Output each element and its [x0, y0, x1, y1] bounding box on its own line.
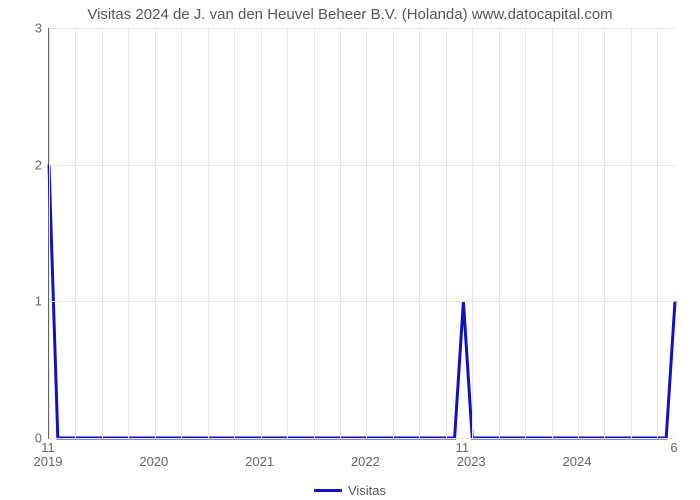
- gridline-h: [49, 28, 675, 29]
- chart-title: Visitas 2024 de J. van den Heuvel Beheer…: [0, 6, 700, 23]
- gridline-v: [446, 28, 447, 438]
- point-annotation: 11: [41, 440, 55, 455]
- gridline-v: [578, 28, 579, 438]
- gridline-v: [75, 28, 76, 438]
- gridline-v: [499, 28, 500, 438]
- plot-area: [48, 28, 675, 439]
- gridline-v: [155, 28, 156, 438]
- gridline-v: [314, 28, 315, 438]
- ytick-label: 0: [12, 431, 42, 446]
- gridline-v: [657, 28, 658, 438]
- legend-swatch: [314, 489, 342, 492]
- ytick-label: 2: [12, 157, 42, 172]
- gridline-h: [49, 165, 675, 166]
- gridline-h: [49, 301, 675, 302]
- gridline-v: [604, 28, 605, 438]
- xtick-label: 2024: [563, 454, 592, 469]
- legend: Visitas: [0, 482, 700, 498]
- point-annotation: 11: [456, 440, 470, 455]
- gridline-v: [287, 28, 288, 438]
- gridline-v: [552, 28, 553, 438]
- visits-chart: Visitas 2024 de J. van den Heuvel Beheer…: [0, 0, 700, 500]
- ytick-label: 1: [12, 294, 42, 309]
- gridline-v: [49, 28, 50, 438]
- ytick-label: 3: [12, 21, 42, 36]
- xtick-label: 2022: [351, 454, 380, 469]
- gridline-v: [366, 28, 367, 438]
- gridline-v: [208, 28, 209, 438]
- gridline-v: [261, 28, 262, 438]
- gridline-v: [128, 28, 129, 438]
- gridline-v: [234, 28, 235, 438]
- xtick-label: 2020: [139, 454, 168, 469]
- gridline-v: [472, 28, 473, 438]
- gridline-v: [181, 28, 182, 438]
- point-annotation: 6: [670, 440, 677, 455]
- gridline-v: [393, 28, 394, 438]
- legend-label: Visitas: [348, 483, 386, 498]
- gridline-v: [102, 28, 103, 438]
- gridline-v: [631, 28, 632, 438]
- xtick-label: 2019: [34, 454, 63, 469]
- gridline-v: [525, 28, 526, 438]
- gridline-v: [419, 28, 420, 438]
- xtick-label: 2023: [457, 454, 486, 469]
- gridline-h: [49, 438, 675, 439]
- gridline-v: [340, 28, 341, 438]
- xtick-label: 2021: [245, 454, 274, 469]
- line-series: [49, 28, 675, 438]
